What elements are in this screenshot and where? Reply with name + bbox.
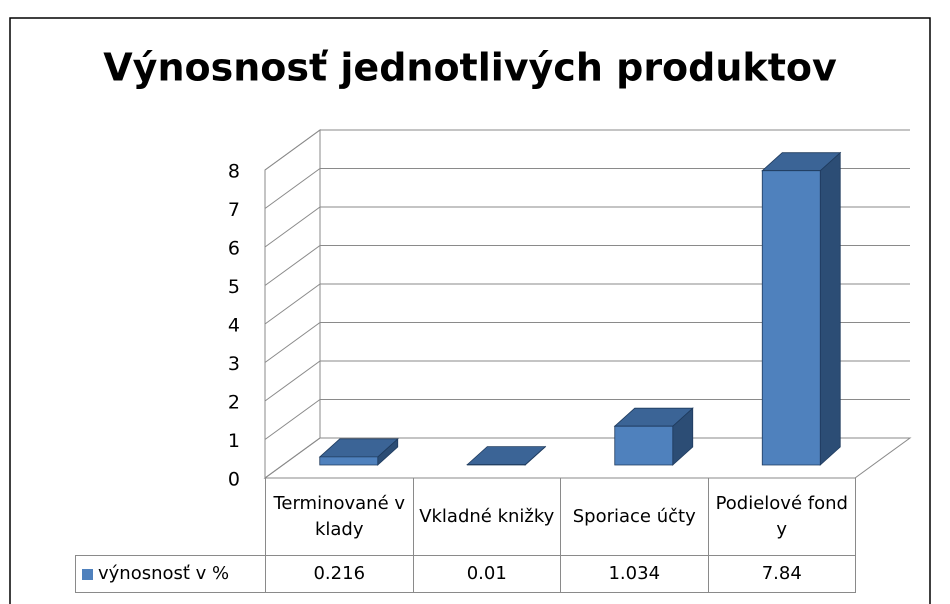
y-tick-label: 0 <box>228 469 240 491</box>
data-table-value: 7.84 <box>707 555 856 593</box>
x-tick-label: Sporiace účty <box>560 478 709 556</box>
grid-line <box>264 206 910 248</box>
legend-swatch <box>82 568 93 580</box>
x-tick-label: Vkladné knižky <box>412 478 561 556</box>
bar <box>466 445 547 466</box>
grid-line <box>264 437 910 479</box>
data-table-value: 1.034 <box>560 555 709 593</box>
x-tick-label: Terminované vklady <box>265 478 414 556</box>
y-tick-label: 5 <box>228 276 240 298</box>
bar <box>318 437 399 466</box>
bar <box>761 151 842 466</box>
grid-line <box>264 360 910 402</box>
grid-line <box>264 245 910 286</box>
y-tick-label: 3 <box>228 353 240 375</box>
y-tick-label: 7 <box>228 199 240 221</box>
data-table-value: 0.01 <box>412 555 561 593</box>
legend: výnosnosť v % <box>75 555 266 593</box>
grid-line <box>264 129 910 171</box>
chart-title: Výnosnosť jednotlivých produktov <box>103 46 837 90</box>
y-tick-label: 6 <box>228 238 240 260</box>
x-tick-label: Podielové fondy <box>707 478 856 556</box>
grid-line <box>264 283 910 325</box>
bar <box>613 407 694 466</box>
grid-line <box>264 168 910 209</box>
grid-line <box>264 399 910 440</box>
bar-side <box>819 151 841 466</box>
grid-line <box>264 322 910 363</box>
y-tick-label: 1 <box>228 430 240 452</box>
y-tick-label: 8 <box>228 161 240 183</box>
y-tick-label: 4 <box>228 315 240 337</box>
bar-front <box>761 170 821 466</box>
y-tick-label: 2 <box>228 392 240 414</box>
data-table-value: 0.216 <box>265 555 414 593</box>
legend-label: výnosnosť v % <box>98 563 230 584</box>
bar-front <box>319 456 379 466</box>
bar-front <box>614 425 674 466</box>
